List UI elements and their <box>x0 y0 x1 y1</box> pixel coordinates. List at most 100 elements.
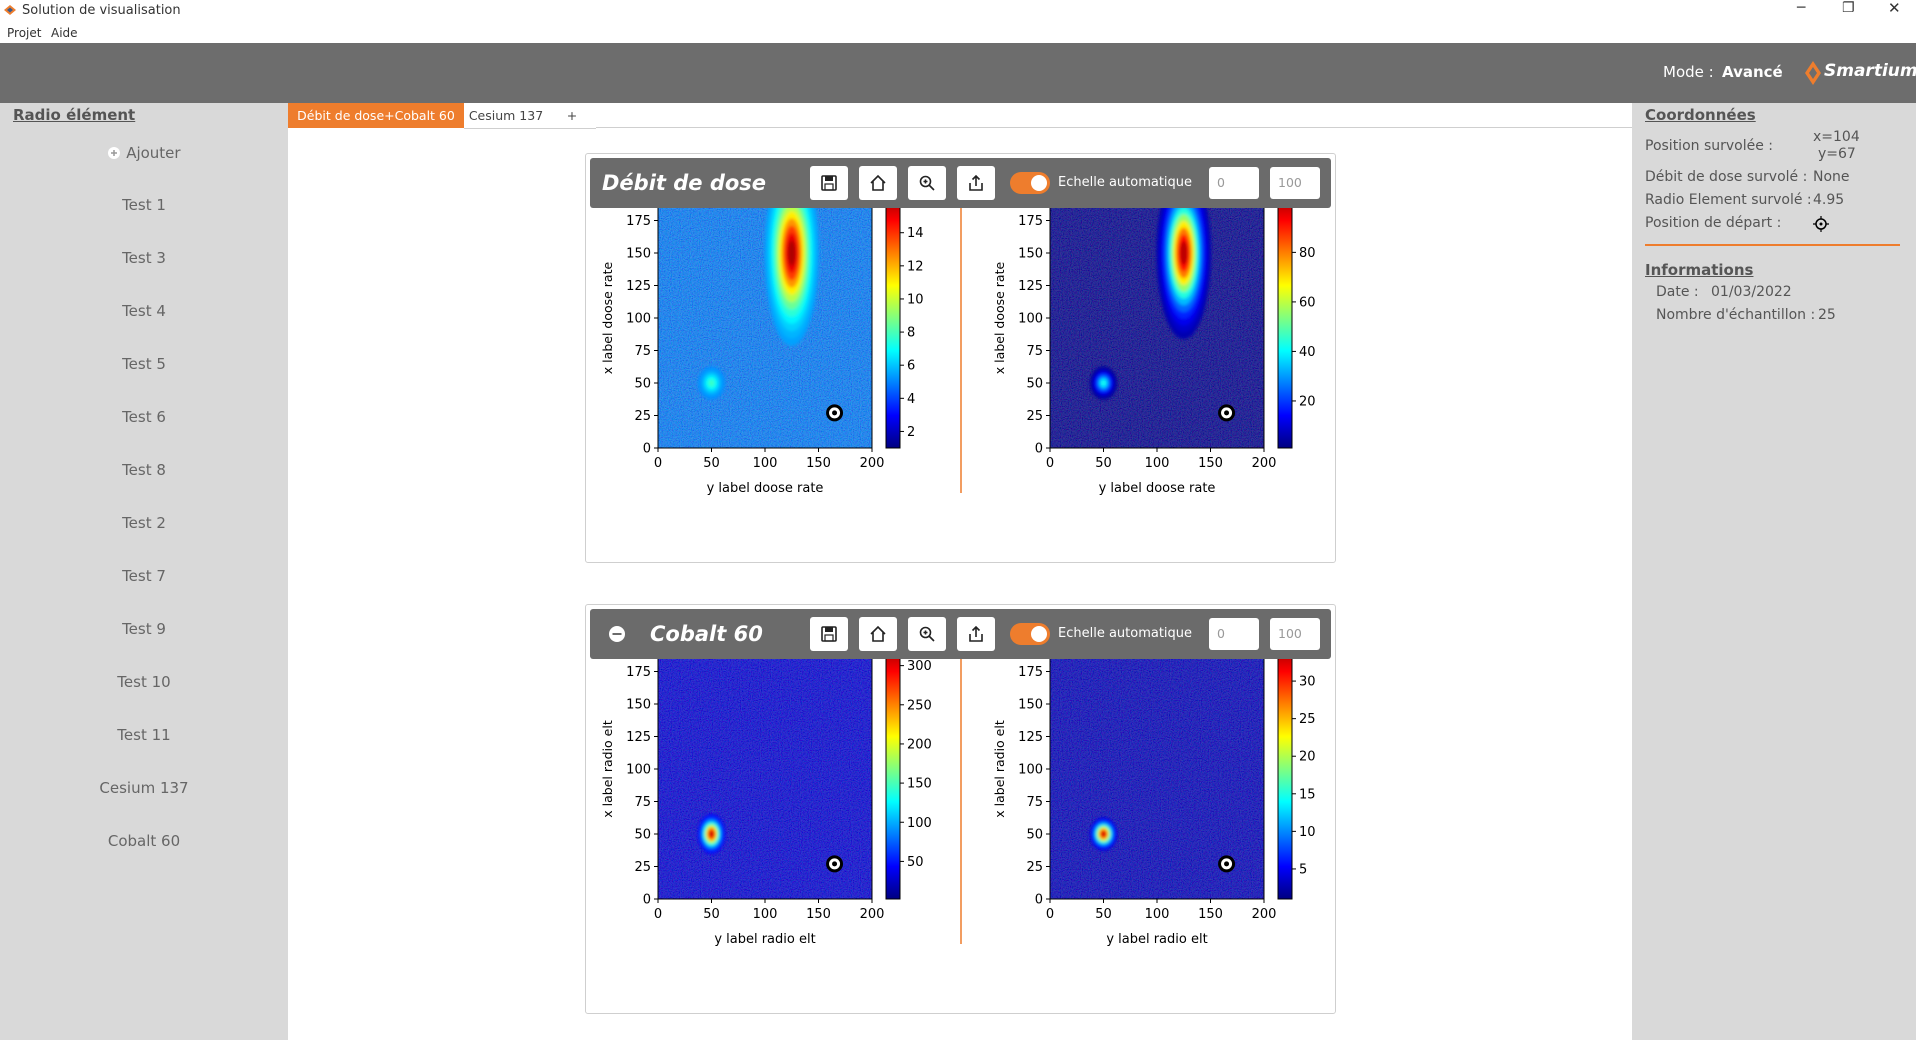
collapse-button[interactable] <box>608 625 626 643</box>
tool-icon <box>870 174 886 191</box>
colorbar-tick-label: 20 <box>1299 750 1316 765</box>
x-tick-label: 150 <box>1198 907 1223 922</box>
panel-header: Débit de dose Echelle automatique 0 100 <box>590 158 1331 208</box>
dose-label: Débit de dose survolé : <box>1645 169 1808 185</box>
sidebar-item[interactable]: Test 10 <box>117 673 171 691</box>
min-input[interactable]: 0 <box>1209 167 1259 199</box>
y-tick-label: 100 <box>1018 312 1043 327</box>
start-icon[interactable] <box>1813 216 1829 232</box>
add-button[interactable]: Ajouter <box>0 144 288 162</box>
restore-button[interactable]: ❐ <box>1842 0 1855 16</box>
max-input[interactable]: 100 <box>1270 167 1320 199</box>
y-tick-label: 0 <box>643 442 651 457</box>
x-tick-label: 150 <box>1198 456 1223 471</box>
hover-position-x: x=104 <box>1813 129 1860 145</box>
colorbar-tick-label: 300 <box>907 659 932 674</box>
radio-value: 4.95 <box>1813 192 1845 208</box>
tool-button[interactable] <box>908 617 946 651</box>
sidebar-item[interactable]: Test 5 <box>122 355 166 373</box>
sidebar-item[interactable]: Test 11 <box>117 726 171 744</box>
sidebar-item[interactable]: Test 9 <box>122 620 166 638</box>
y-tick-label: 125 <box>1018 279 1043 294</box>
colorbar-tick-label: 6 <box>907 359 915 374</box>
menu-item[interactable]: Projet <box>7 26 42 40</box>
peak-level <box>788 240 796 266</box>
samples-label: Nombre d'échantillon : <box>1656 307 1816 323</box>
start-marker-dot <box>1224 410 1230 416</box>
toggle-knob <box>1031 175 1047 191</box>
peak <box>1156 188 1212 340</box>
x-tick-label: 50 <box>1095 907 1112 922</box>
sidebar-item[interactable]: Test 8 <box>122 461 166 479</box>
sidebar-title: Radio élément <box>13 106 136 124</box>
y-axis-label: x label doose rate <box>600 262 615 375</box>
x-axis-label: y label radio elt <box>1106 932 1207 947</box>
minimize-button[interactable]: ─ <box>1797 0 1806 16</box>
x-tick-label: 50 <box>703 456 720 471</box>
colorbar-tick-label: 20 <box>1299 394 1316 409</box>
tool-button[interactable] <box>810 617 848 651</box>
peak <box>697 814 726 854</box>
x-axis-label: y label doose rate <box>707 481 824 496</box>
sidebar-item[interactable]: Test 1 <box>122 196 166 214</box>
max-input[interactable]: 100 <box>1270 618 1320 650</box>
sidebar-item[interactable]: Test 3 <box>122 249 166 267</box>
mode-value[interactable]: Avancé <box>1722 63 1783 81</box>
auto-scale-toggle[interactable] <box>1010 172 1050 194</box>
tab[interactable]: Débit de dose+Cobalt 60 <box>288 103 464 128</box>
colorbar-tick-label: 8 <box>907 326 915 341</box>
menu-item[interactable]: Aide <box>51 26 78 40</box>
sidebar-item[interactable]: Test 6 <box>122 408 166 426</box>
colorbar-tick-label: 15 <box>1299 787 1316 802</box>
start-marker-dot <box>832 410 838 416</box>
x-axis-label: y label radio elt <box>714 932 815 947</box>
tab[interactable]: Cesium 137 <box>464 103 548 129</box>
tool-button[interactable] <box>957 166 995 200</box>
tool-button[interactable] <box>810 166 848 200</box>
heatmap <box>1050 639 1264 899</box>
samples-value: 25 <box>1818 307 1836 323</box>
tool-icon <box>919 626 935 642</box>
y-tick-label: 25 <box>1026 409 1043 424</box>
x-tick-label: 150 <box>806 907 831 922</box>
colorbar-tick-label: 4 <box>907 392 915 407</box>
colorbar-tick-label: 14 <box>907 226 924 241</box>
tool-button[interactable] <box>859 166 897 200</box>
panel-title: Cobalt 60 <box>650 622 763 646</box>
tool-icon <box>969 625 983 642</box>
x-tick-label: 50 <box>703 907 720 922</box>
y-tick-label: 75 <box>1026 795 1043 810</box>
x-tick-label: 200 <box>860 456 885 471</box>
sidebar-item[interactable]: Test 4 <box>122 302 166 320</box>
y-tick-label: 150 <box>1018 698 1043 713</box>
min-input[interactable]: 0 <box>1209 618 1259 650</box>
peak <box>764 188 820 346</box>
sidebar-item[interactable]: Cesium 137 <box>99 779 189 797</box>
y-tick-label: 150 <box>1018 247 1043 262</box>
colorbar-tick-label: 12 <box>907 259 924 274</box>
tool-button[interactable] <box>957 617 995 651</box>
sidebar-item[interactable]: Test 7 <box>122 567 166 585</box>
auto-scale-toggle[interactable] <box>1010 623 1050 645</box>
y-tick-label: 175 <box>626 665 651 680</box>
logo-text: Smartium <box>1824 61 1916 81</box>
y-tick-label: 100 <box>626 312 651 327</box>
x-tick-label: 50 <box>1095 456 1112 471</box>
add-label: Ajouter <box>126 144 181 162</box>
x-tick-label: 0 <box>654 907 662 922</box>
y-tick-label: 125 <box>1018 730 1043 745</box>
sidebar-item[interactable]: Test 2 <box>122 514 166 532</box>
tool-button[interactable] <box>908 166 946 200</box>
x-tick-label: 150 <box>806 456 831 471</box>
tool-button[interactable] <box>859 617 897 651</box>
top-bar: Mode : Avancé Smartium <box>0 43 1916 103</box>
peak-level <box>709 831 714 837</box>
tab[interactable]: + <box>548 103 596 129</box>
sidebar-item[interactable]: Cobalt 60 <box>107 832 181 850</box>
colorbar <box>885 187 901 449</box>
title-bar: Solution de visualisation ─ ❐ ✕ <box>0 0 1916 22</box>
toggle-label: Echelle automatique <box>1058 175 1193 190</box>
close-button[interactable]: ✕ <box>1888 0 1901 17</box>
